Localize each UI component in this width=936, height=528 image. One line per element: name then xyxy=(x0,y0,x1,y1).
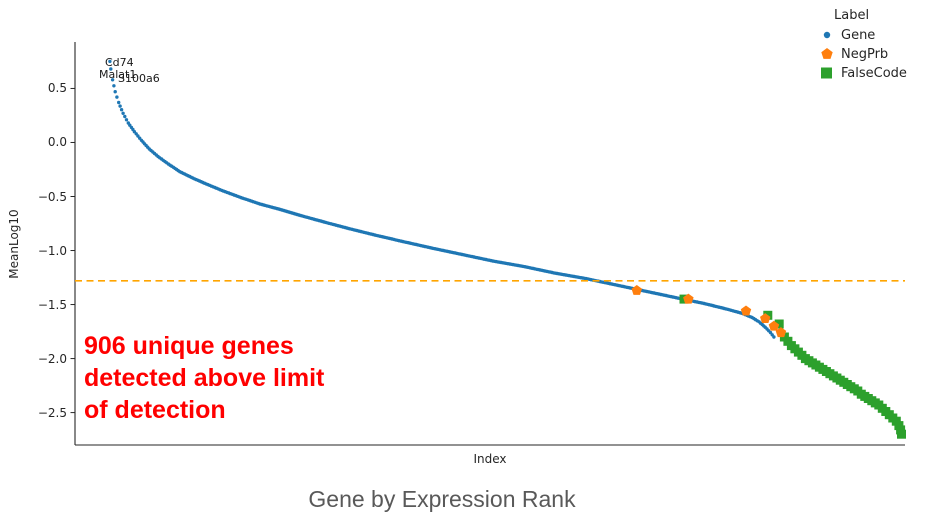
y-tick-label: −1.5 xyxy=(37,297,67,312)
legend-item-label: Gene xyxy=(841,27,876,43)
falsecode-marker-icon xyxy=(821,67,832,79)
y-tick-label: 0.5 xyxy=(47,81,67,96)
gene-label: Malat1 xyxy=(99,68,137,81)
y-axis-label: MeanLog10 xyxy=(7,209,21,279)
y-tick-label: −0.5 xyxy=(37,189,67,204)
axes-spines xyxy=(74,42,905,446)
legend-item-gene: Gene xyxy=(818,27,907,43)
gene-marker-icon xyxy=(823,31,831,39)
annotation-line: detected above limit xyxy=(84,364,325,392)
legend-item-negprb: NegPrb xyxy=(818,46,907,62)
annotation-text: 906 unique genes detected above limit of… xyxy=(84,330,324,426)
negprb-series xyxy=(631,285,787,338)
legend-title: Label xyxy=(834,8,870,23)
y-tick-label: −2.0 xyxy=(37,351,67,366)
legend-item-label: NegPrb xyxy=(841,46,889,62)
gene-series xyxy=(108,59,776,339)
y-axis-tickmarks xyxy=(70,87,75,414)
annotation-line: of detection xyxy=(84,396,226,424)
x-axis-label: Index xyxy=(473,452,507,466)
y-tick-label: 0.0 xyxy=(47,135,67,150)
y-tick-label: −2.5 xyxy=(37,405,67,420)
annotation-line: 906 unique genes xyxy=(84,332,294,360)
legend-item-label: FalseCode xyxy=(841,65,907,81)
legend-item-falsecode: FalseCode xyxy=(818,65,907,81)
falsecode-series xyxy=(679,294,906,439)
negprb-marker-icon xyxy=(821,48,833,59)
legend: Label Gene NegPrb FalseCode xyxy=(818,8,907,81)
chart-title: Gene by Expression Rank xyxy=(308,486,576,512)
y-tick-label: −1.0 xyxy=(37,243,67,258)
gene-label: S100a6 xyxy=(118,72,160,85)
gene-label: Cd74 xyxy=(105,56,134,69)
